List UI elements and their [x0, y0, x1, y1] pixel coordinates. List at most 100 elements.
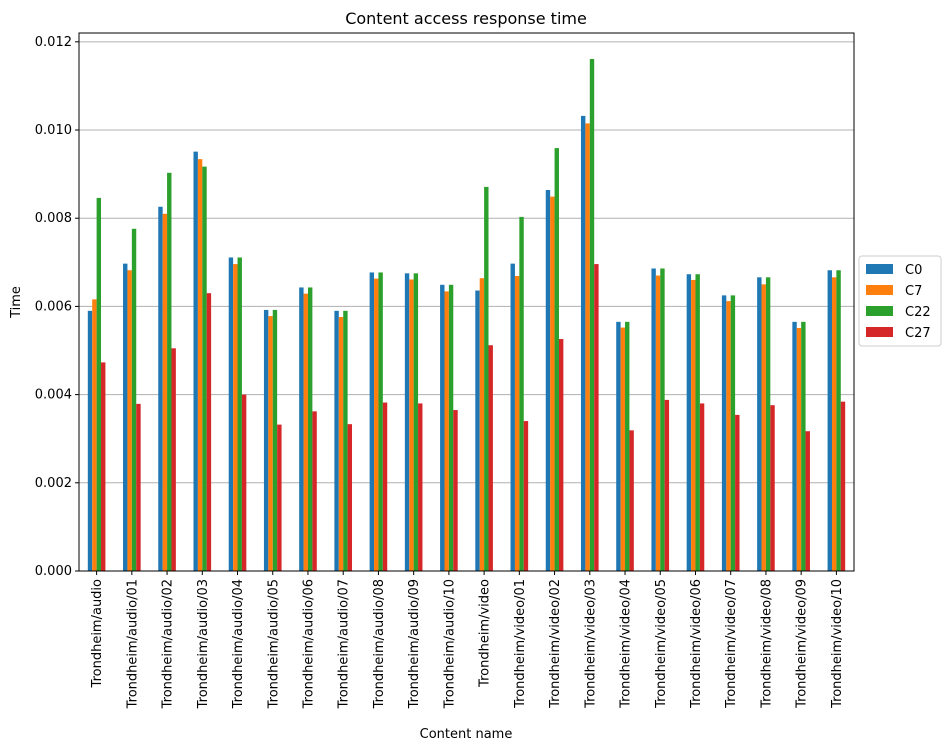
y-tick-label: 0.004	[35, 388, 72, 403]
bar-c7	[409, 279, 414, 571]
bar-c27	[735, 414, 740, 571]
bar-c27	[382, 402, 388, 571]
bar-c27	[136, 403, 141, 571]
bar-c22	[413, 273, 419, 571]
x-tick-label: Trondheim/video/09	[795, 579, 810, 709]
bar-c27	[347, 424, 353, 571]
legend-label: C27	[905, 326, 931, 341]
bar-c0	[757, 277, 762, 571]
bar-c7	[514, 275, 520, 571]
x-tick-label: Trondheim/audio	[90, 579, 105, 688]
bar-c0	[299, 287, 304, 571]
x-axis-label: Content name	[420, 727, 513, 742]
legend-box	[858, 255, 942, 347]
x-tick-label: Trondheim/audio/01	[125, 579, 140, 709]
bar-c0	[721, 295, 727, 571]
legend-swatch	[866, 285, 893, 295]
bar-c7	[303, 293, 308, 571]
bar-c7	[550, 196, 555, 571]
x-tick-label: Trondheim/video/10	[830, 579, 845, 709]
bar-c27	[171, 348, 176, 571]
bar-c22	[765, 277, 771, 571]
bars-layer	[87, 59, 846, 572]
bar-c7	[162, 213, 168, 571]
y-tick-label: 0.010	[35, 123, 72, 138]
bar-c7	[268, 316, 273, 571]
bar-c22	[307, 287, 313, 571]
bar-c0	[193, 151, 198, 572]
bar-c27	[206, 293, 212, 571]
bar-c27	[418, 403, 423, 571]
bar-c0	[616, 321, 621, 571]
x-tick-label: Trondheim/audio/02	[161, 579, 176, 709]
y-tick-label: 0.008	[35, 211, 72, 226]
bar-c22	[660, 268, 665, 571]
x-tick-label: Trondheim/video/08	[759, 579, 774, 709]
bar-c7	[831, 277, 837, 571]
bar-c27	[241, 394, 247, 571]
bar-c7	[444, 291, 449, 571]
bar-c27	[453, 410, 458, 571]
legend-swatch	[866, 264, 893, 274]
bar-c22	[554, 148, 559, 571]
x-tick-label: Trondheim/audio/10	[442, 579, 457, 709]
bar-c27	[101, 362, 106, 571]
x-tick-label: Trondheim/audio/05	[266, 579, 281, 709]
x-tick-label: Trondheim/video/07	[724, 579, 739, 709]
x-tick-label: Trondheim/audio/09	[407, 579, 422, 709]
bar-c22	[96, 197, 102, 572]
bar-c22	[625, 321, 630, 571]
x-tick-label: Trondheim/video	[478, 579, 493, 688]
bar-c22	[378, 272, 383, 571]
bar-c0	[651, 268, 656, 571]
bar-c0	[545, 189, 551, 571]
bar-c27	[699, 403, 705, 571]
bar-c27	[840, 401, 846, 571]
bar-c22	[836, 270, 841, 571]
y-tick-label: 0.006	[35, 299, 72, 314]
bar-c22	[272, 309, 278, 571]
bar-c22	[343, 310, 348, 571]
x-tick-label: Trondheim/video/03	[583, 579, 598, 709]
x-tick-label: Trondheim/video/06	[689, 579, 704, 709]
bar-c7	[197, 159, 203, 571]
chart-title: Content access response time	[345, 9, 587, 28]
x-tick-label: Trondheim/audio/04	[231, 579, 246, 709]
bar-c7	[726, 301, 731, 571]
x-tick-label: Trondheim/audio/06	[301, 579, 316, 709]
y-axis-label: Time	[9, 286, 24, 319]
bar-c0	[580, 115, 586, 572]
bar-c22	[589, 59, 595, 571]
bar-c27	[277, 424, 282, 571]
bar-c22	[237, 257, 242, 571]
bar-c7	[233, 264, 238, 571]
bar-c27	[805, 431, 810, 571]
bar-c22	[801, 321, 806, 571]
legend-label: C22	[905, 305, 931, 320]
bar-c7	[620, 327, 626, 571]
legend: C0 C7 C22 C27	[858, 255, 942, 347]
bar-c0	[263, 309, 269, 571]
bar-c0	[440, 284, 445, 571]
bar-c0	[827, 270, 832, 571]
bar-c27	[488, 345, 493, 571]
y-tick-label: 0.012	[35, 35, 72, 50]
y-tick-label: 0.000	[35, 564, 72, 579]
y-axis: 0.000 0.002 0.004 0.006 0.008 0.010 0.012	[35, 35, 79, 579]
bar-c27	[629, 430, 634, 571]
bar-c7	[127, 270, 132, 571]
bar-c22	[519, 216, 524, 571]
bar-c22	[131, 228, 137, 571]
bar-c7	[691, 279, 696, 571]
x-tick-label: Trondheim/audio/07	[337, 579, 352, 709]
legend-swatch	[866, 327, 893, 337]
x-tick-label: Trondheim/video/02	[548, 579, 563, 709]
bar-c27	[594, 264, 599, 571]
bar-c7	[796, 328, 802, 571]
bar-c7	[92, 299, 97, 571]
bar-c0	[792, 321, 797, 571]
bar-c0	[158, 206, 163, 571]
